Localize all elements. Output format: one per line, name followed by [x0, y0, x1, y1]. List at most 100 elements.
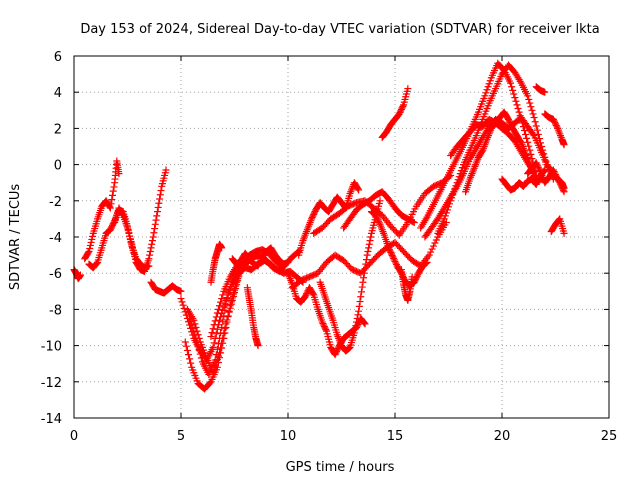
data-point-interp — [551, 169, 559, 177]
data-point-interp — [188, 321, 196, 329]
data-point-interp — [524, 138, 532, 146]
data-point-interp — [189, 324, 197, 332]
data-point — [190, 316, 198, 324]
data-point-interp — [536, 166, 544, 174]
data-point-interp — [396, 108, 404, 116]
data-point-interp — [525, 95, 533, 103]
data-point — [359, 278, 367, 286]
data-point-interp — [320, 321, 328, 329]
data-point-interp — [485, 80, 493, 88]
data-point-interp — [364, 247, 372, 255]
data-point-interp — [511, 94, 519, 102]
data-point — [376, 197, 384, 205]
data-point-interp — [107, 200, 115, 208]
data-point-interp — [206, 379, 214, 387]
data-point — [85, 247, 93, 255]
data-point-interp — [442, 209, 450, 217]
data-point-interp — [388, 251, 396, 259]
data-point — [254, 342, 262, 350]
data-point-interp — [458, 164, 466, 172]
data-point-interp — [214, 340, 222, 348]
data-point-interp — [221, 300, 229, 308]
data-point-interp — [214, 352, 222, 360]
data-point-interp — [194, 331, 202, 339]
data-point-interp — [184, 351, 192, 359]
data-point-interp — [153, 212, 161, 220]
data-point-interp — [539, 146, 547, 154]
y-tick-label: -2 — [49, 195, 62, 210]
data-point-interp — [484, 83, 492, 91]
data-point-interp — [508, 83, 516, 91]
data-point-interp — [373, 214, 381, 222]
data-point-interp — [229, 292, 237, 300]
data-point-interp — [212, 359, 220, 367]
y-tick-label: -10 — [41, 340, 62, 355]
data-point-interp — [356, 298, 364, 306]
data-point-interp — [320, 323, 328, 331]
data-point — [149, 233, 157, 241]
data-point-interp — [541, 153, 549, 161]
data-point-interp — [387, 248, 395, 256]
data-point-interp — [151, 220, 159, 228]
data-point-interp — [428, 245, 436, 253]
data-point-interp — [195, 334, 203, 342]
series-arc-32 — [547, 215, 568, 237]
data-point — [560, 229, 568, 237]
data-point-interp — [398, 104, 406, 112]
y-tick-label: 6 — [54, 50, 62, 65]
series-arc-25 — [434, 61, 557, 237]
data-point — [481, 92, 489, 100]
data-point — [209, 343, 217, 351]
data-point — [385, 244, 393, 252]
data-point — [408, 273, 416, 281]
data-point — [363, 251, 371, 259]
y-tick-label: -12 — [41, 376, 62, 391]
data-point-interp — [110, 183, 118, 191]
data-point-interp — [214, 305, 222, 313]
series-arc-2 — [81, 157, 123, 263]
data-point — [355, 307, 363, 315]
data-point — [447, 197, 455, 205]
series-arc-4 — [111, 166, 170, 275]
data-point — [425, 251, 433, 259]
data-point-interp — [512, 97, 520, 105]
y-tick-label: -14 — [41, 412, 62, 427]
data-point-interp — [345, 344, 353, 352]
data-point-interp — [550, 117, 558, 125]
data-point-interp — [526, 99, 534, 107]
data-point-interp — [391, 257, 399, 265]
data-point-interp — [534, 162, 542, 170]
data-point-interp — [445, 203, 452, 211]
data-point-interp — [555, 216, 563, 224]
y-tick-label: -4 — [49, 231, 62, 246]
data-point-interp — [148, 240, 156, 248]
data-point-interp — [535, 165, 543, 173]
data-point-interp — [357, 288, 365, 296]
plot-frame — [73, 55, 610, 419]
data-point-interp — [507, 121, 515, 129]
x-tick-label: 25 — [601, 429, 618, 444]
data-point-interp — [527, 150, 535, 158]
data-point-interp — [154, 203, 162, 211]
data-point — [222, 320, 230, 328]
series-arc-11 — [207, 240, 226, 286]
data-point-interp — [191, 320, 199, 328]
data-point-interp — [387, 250, 395, 258]
data-point-interp — [217, 298, 225, 306]
data-point — [404, 85, 412, 93]
y-tick-label: 0 — [54, 159, 62, 174]
data-point-interp — [223, 316, 231, 324]
data-point-interp — [534, 130, 542, 138]
data-point-interp — [362, 260, 370, 268]
data-point-interp — [109, 220, 117, 228]
data-point-interp — [552, 171, 559, 179]
y-tick-label: -6 — [49, 267, 62, 282]
data-point — [532, 159, 540, 167]
data-point-interp — [93, 259, 101, 267]
data-point — [254, 262, 262, 270]
data-point-interp — [517, 115, 525, 123]
data-point — [218, 244, 226, 252]
data-point-interp — [455, 173, 463, 181]
data-point-interp — [386, 247, 394, 255]
data-point-interp — [210, 339, 218, 347]
